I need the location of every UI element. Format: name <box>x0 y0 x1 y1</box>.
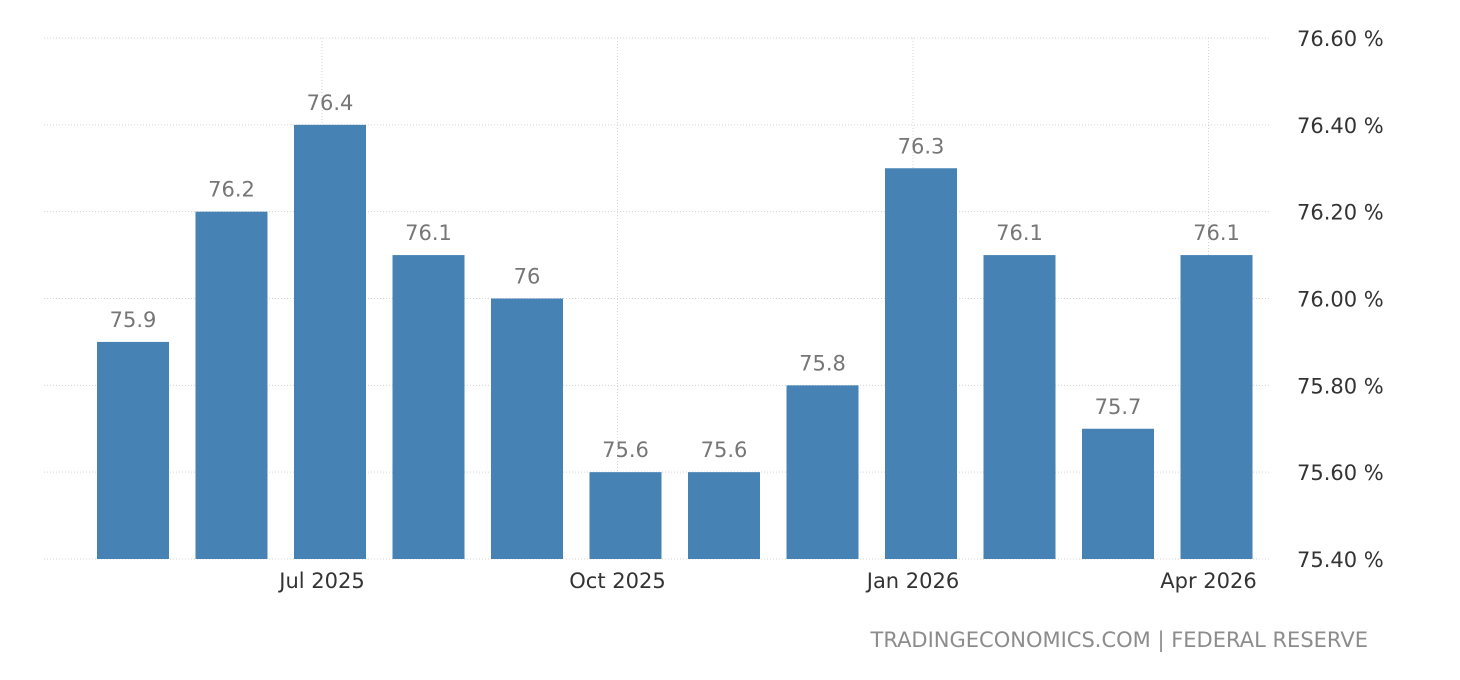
bar[interactable] <box>491 298 563 560</box>
bar[interactable] <box>195 211 268 559</box>
bar-value-label: 76 <box>514 265 541 289</box>
bar-value-labels: 75.9 76.2 76.4 76.1 76 75.6 75.6 75.8 76.3 76.1 75… <box>110 91 1240 462</box>
bar[interactable] <box>983 255 1056 560</box>
y-tick-label: 76.20 % <box>1297 201 1384 225</box>
bar[interactable] <box>688 472 760 559</box>
bar[interactable] <box>294 124 366 559</box>
bar-series <box>97 124 1253 560</box>
bar[interactable] <box>97 341 169 559</box>
bar[interactable] <box>1180 255 1253 560</box>
y-tick-label: 75.40 % <box>1297 548 1384 572</box>
x-tick-label: Apr 2026 <box>1160 569 1256 593</box>
bar-value-label: 75.7 <box>1095 395 1142 419</box>
source-credits[interactable]: TRADINGECONOMICS.COM | FEDERAL RESERVE <box>870 628 1369 652</box>
y-tick-label: 76.00 % <box>1297 288 1384 312</box>
x-tick-label: Oct 2025 <box>569 569 665 593</box>
y-tick-label: 76.60 % <box>1297 27 1384 51</box>
bar-value-label: 76.3 <box>898 134 945 158</box>
bar-value-label: 76.1 <box>1193 221 1240 245</box>
bar[interactable] <box>786 385 859 559</box>
bar[interactable] <box>589 472 662 559</box>
bar[interactable] <box>1082 428 1154 559</box>
bar-value-label: 76.1 <box>405 221 452 245</box>
bar-value-label: 76.4 <box>307 91 354 115</box>
y-tick-label: 76.40 % <box>1297 114 1384 138</box>
bar-value-label: 75.6 <box>701 438 748 462</box>
bar-value-label: 75.6 <box>602 438 649 462</box>
bar-value-label: 76.2 <box>208 178 255 202</box>
bar-value-label: 76.1 <box>996 221 1043 245</box>
bar-value-label: 75.8 <box>799 351 846 375</box>
bar-value-label: 75.9 <box>110 308 157 332</box>
y-tick-label: 75.60 % <box>1297 461 1384 485</box>
x-axis: Jul 2025 Oct 2025 Jan 2026 Apr 2026 <box>277 569 1256 593</box>
x-tick-label: Jan 2026 <box>865 569 960 593</box>
bar[interactable] <box>885 168 957 559</box>
y-tick-label: 75.80 % <box>1297 374 1384 398</box>
bar[interactable] <box>392 255 465 560</box>
x-tick-label: Jul 2025 <box>277 569 364 593</box>
y-axis: 75.40 % 75.60 % 75.80 % 76.00 % 76.20 % 76.40… <box>1297 27 1384 572</box>
